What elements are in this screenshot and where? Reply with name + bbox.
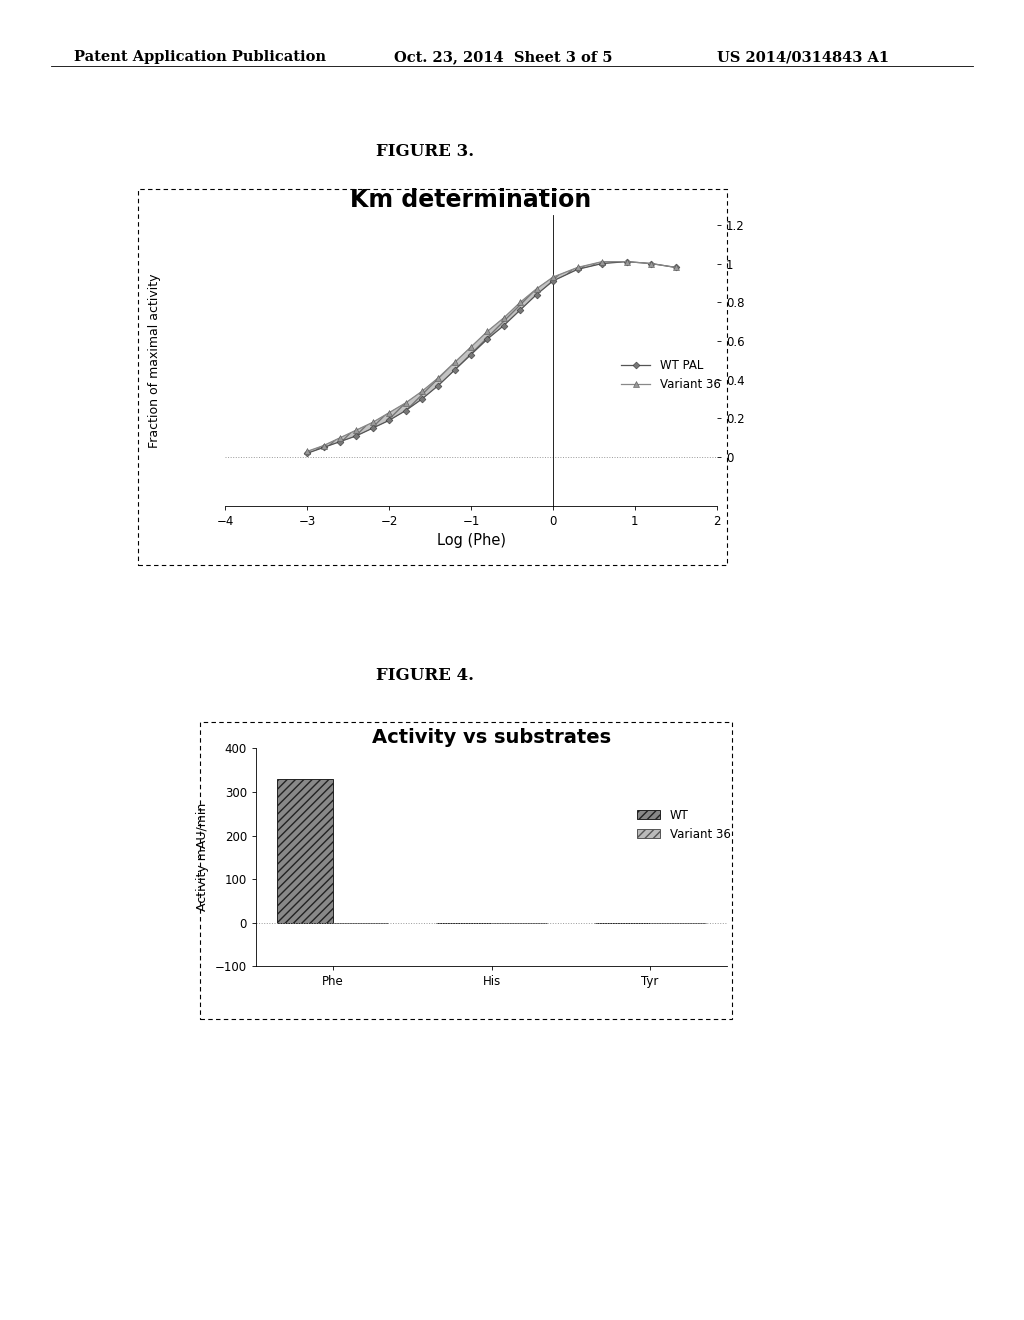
Legend: WT PAL, Variant 36: WT PAL, Variant 36 bbox=[621, 359, 721, 391]
WT PAL bbox=[481, 331, 494, 347]
Variant 36 bbox=[367, 414, 379, 430]
Title: Activity vs substrates: Activity vs substrates bbox=[372, 727, 611, 747]
Variant 36 bbox=[621, 253, 633, 269]
WT PAL bbox=[399, 403, 412, 418]
WT PAL bbox=[498, 318, 510, 334]
Variant 36 bbox=[498, 310, 510, 326]
Variant 36 bbox=[350, 422, 362, 438]
Y-axis label: Activity mAU/min: Activity mAU/min bbox=[197, 803, 209, 912]
Variant 36 bbox=[399, 395, 412, 411]
Title: Km determination: Km determination bbox=[350, 187, 592, 211]
WT PAL bbox=[432, 378, 444, 393]
Variant 36 bbox=[465, 339, 477, 355]
Variant 36 bbox=[383, 405, 395, 421]
WT PAL bbox=[465, 347, 477, 363]
Variant 36 bbox=[547, 269, 559, 285]
WT PAL bbox=[514, 302, 526, 318]
Variant 36 bbox=[670, 260, 682, 276]
X-axis label: Log (Phe): Log (Phe) bbox=[436, 533, 506, 548]
WT PAL bbox=[547, 273, 559, 289]
Text: FIGURE 3.: FIGURE 3. bbox=[376, 143, 474, 160]
WT PAL bbox=[416, 391, 428, 407]
WT PAL bbox=[449, 362, 461, 378]
WT PAL bbox=[317, 440, 330, 455]
Variant 36 bbox=[334, 430, 346, 446]
Text: Oct. 23, 2014  Sheet 3 of 5: Oct. 23, 2014 Sheet 3 of 5 bbox=[394, 50, 612, 65]
WT PAL bbox=[367, 420, 379, 436]
Legend: WT, Variant 36: WT, Variant 36 bbox=[637, 809, 730, 841]
WT PAL bbox=[334, 434, 346, 450]
Text: US 2014/0314843 A1: US 2014/0314843 A1 bbox=[717, 50, 889, 65]
Variant 36 bbox=[514, 294, 526, 310]
WT PAL bbox=[645, 256, 657, 272]
Variant 36 bbox=[317, 438, 330, 454]
Y-axis label: Fraction of maximal activity: Fraction of maximal activity bbox=[148, 273, 162, 447]
WT PAL bbox=[530, 286, 543, 302]
WT PAL bbox=[670, 260, 682, 276]
WT PAL bbox=[596, 256, 608, 272]
Line: Variant 36: Variant 36 bbox=[304, 259, 679, 454]
Variant 36 bbox=[530, 281, 543, 297]
Variant 36 bbox=[596, 253, 608, 269]
Variant 36 bbox=[416, 383, 428, 399]
Variant 36 bbox=[432, 370, 444, 385]
WT PAL bbox=[571, 261, 584, 277]
Line: WT PAL: WT PAL bbox=[305, 259, 678, 455]
Text: FIGURE 4.: FIGURE 4. bbox=[376, 667, 474, 684]
Variant 36 bbox=[301, 444, 313, 459]
WT PAL bbox=[621, 253, 633, 269]
Variant 36 bbox=[571, 260, 584, 276]
WT PAL bbox=[301, 445, 313, 461]
Variant 36 bbox=[645, 256, 657, 272]
Text: Patent Application Publication: Patent Application Publication bbox=[74, 50, 326, 65]
Variant 36 bbox=[449, 354, 461, 370]
WT PAL bbox=[350, 428, 362, 444]
Variant 36 bbox=[481, 323, 494, 339]
Bar bbox=[278, 779, 333, 923]
WT PAL bbox=[383, 412, 395, 428]
